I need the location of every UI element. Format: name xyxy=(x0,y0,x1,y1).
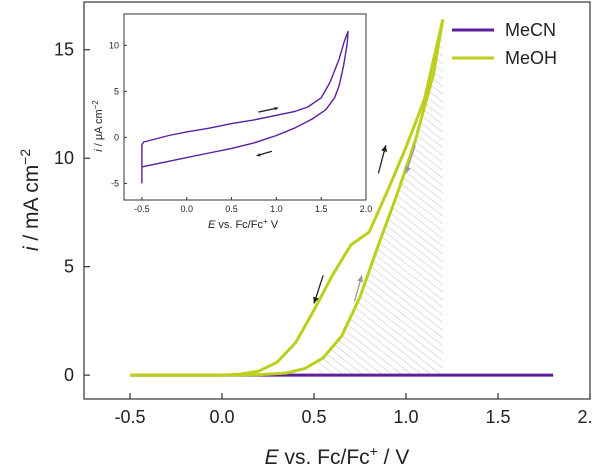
inset-x-tick-label: 0.0 xyxy=(180,204,193,214)
legend: MeCN MeOH xyxy=(452,20,557,68)
arrow-forward-scan-up-head xyxy=(357,275,364,283)
x-tick-label: 1.0 xyxy=(393,407,418,427)
y-axis-title: i / mA cm−2 xyxy=(17,149,43,252)
x-tick-label: 0.5 xyxy=(301,407,326,427)
inset-x-tick-label: -0.5 xyxy=(134,204,150,214)
arrow-reverse-scan-up xyxy=(377,145,388,174)
inset-x-tick-label: 1.0 xyxy=(270,204,283,214)
inset-x-tick-label: 2.0 xyxy=(360,204,373,214)
arrow-forward-scan-up xyxy=(353,275,364,302)
inset-y-tick-label: 5 xyxy=(114,86,119,96)
inset-arrow-forward-head xyxy=(274,106,279,111)
x-tick-label: 1.5 xyxy=(485,407,510,427)
x-tick-label: -0.5 xyxy=(114,407,145,427)
inset-x-tick-label: 0.5 xyxy=(225,204,238,214)
inset-arrow-reverse-head xyxy=(256,153,261,157)
inset-y-tick-label: 10 xyxy=(109,40,119,50)
inset-frame xyxy=(123,13,367,201)
inset-y-axis-title: i / μA cm−2 xyxy=(91,100,105,152)
y-tick-label: 5 xyxy=(64,257,74,277)
hatched-region xyxy=(317,19,443,376)
inset-series-mecn-line xyxy=(141,30,349,184)
legend-label-mecn: MeCN xyxy=(505,20,556,40)
legend-label-meoh: MeOH xyxy=(505,48,557,68)
series-meoh-forward-line xyxy=(130,19,445,377)
x-tick-label: 2.0 xyxy=(577,407,593,427)
inset-x-axis-title: E vs. Fc/Fc+ V xyxy=(208,217,279,231)
inset-y-tick-label: 0 xyxy=(114,132,119,142)
y-tick-label: 15 xyxy=(54,40,74,60)
arrow-forward-scan-down-head xyxy=(405,166,411,174)
x-tick-label: 0.0 xyxy=(209,407,234,427)
inset-arrow-reverse xyxy=(256,150,273,157)
y-tick-label: 0 xyxy=(64,365,74,385)
plot-frame xyxy=(83,1,591,400)
x-axis-title: E vs. Fc/Fc+ / V xyxy=(265,443,410,469)
y-tick-label: 10 xyxy=(54,148,74,168)
inset-y-tick-label: -5 xyxy=(111,178,119,188)
inset-x-tick-label: 1.5 xyxy=(315,204,328,214)
arrow-reverse-scan-up-head xyxy=(381,145,388,153)
series-meoh-reverse-line xyxy=(130,19,445,377)
inset-arrow-forward xyxy=(258,106,279,113)
arrow-forward-scan-down xyxy=(405,144,416,174)
arrow-reverse-scan-down xyxy=(313,275,324,304)
arrow-reverse-scan-down-head xyxy=(313,296,319,304)
